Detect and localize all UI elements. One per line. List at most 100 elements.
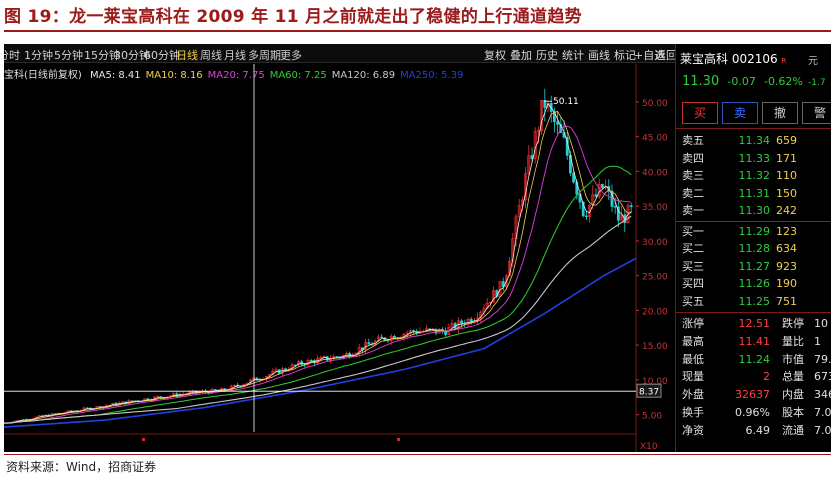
- event-marker: [397, 438, 400, 441]
- stat-label: 总量: [782, 370, 804, 384]
- stock-title: 莱宝高科 002106 R: [680, 50, 786, 67]
- bottom-divider: [4, 454, 831, 455]
- stat-row: 最高 11.41 量比 1: [676, 333, 831, 350]
- ask-row[interactable]: 卖一 11.30 242: [676, 202, 831, 219]
- stat-label: 跌停: [782, 317, 804, 330]
- ask-volume: 150: [776, 186, 797, 200]
- tab-timeframe-more[interactable]: 更多: [280, 49, 302, 62]
- alert-button[interactable]: 警: [802, 102, 831, 124]
- candle-body: [274, 369, 278, 372]
- ma-legend-ma120: MA120: 6.89: [331, 70, 396, 81]
- price-tick-label: 50.00: [642, 99, 668, 109]
- stat-value: 11.24: [738, 352, 771, 366]
- bid-row[interactable]: 买四 11.26 190: [676, 275, 831, 292]
- ma-legend-ma250: MA250: 5.39: [400, 70, 464, 81]
- candle-body: [540, 100, 544, 131]
- draw-line-button[interactable]: 画线: [588, 49, 610, 62]
- back-button[interactable]: 返回: [655, 49, 677, 62]
- ma20-line: [4, 125, 632, 424]
- bid-volume: 634: [776, 242, 797, 255]
- price-change-pct: -0.62%: [763, 75, 803, 88]
- candlestick-chart[interactable]: 50.00 45.00 40.00 35.00 30.00 25.00 20.00 15.00…: [4, 64, 675, 452]
- stat-row: 最低 11.24 市值 79.: [676, 351, 831, 368]
- ma-legend-ma5: MA5: 8.41: [90, 70, 141, 81]
- candle-body: [405, 332, 409, 335]
- mark-button[interactable]: 标记: [614, 49, 636, 62]
- add-watchlist-button[interactable]: +自选: [634, 49, 666, 62]
- price-tick-label: 5.00: [642, 412, 662, 422]
- candle-body: [594, 194, 598, 197]
- history-button[interactable]: 历史: [536, 49, 558, 62]
- stat-row: 净资 6.49 流通 7.0: [676, 422, 831, 439]
- candle-body: [613, 206, 617, 208]
- ask-price: 11.34: [738, 134, 771, 147]
- ma-legend-ma60: MA60: 7.25: [269, 70, 327, 81]
- candle-body: [309, 359, 313, 362]
- ask-label: 卖四: [682, 151, 704, 165]
- candle-body: [296, 361, 300, 366]
- candle-body: [536, 130, 540, 132]
- candle-body: [616, 206, 620, 221]
- ma120-line: [4, 215, 632, 424]
- tab-timeframe-15m[interactable]: 15分钟: [84, 49, 120, 62]
- ma10-line: [4, 111, 632, 424]
- tab-timeframe-1m[interactable]: 1分钟: [24, 49, 53, 62]
- candle-body: [300, 361, 304, 365]
- ask-label: 卖一: [682, 204, 704, 217]
- bid-volume: 123: [776, 224, 797, 238]
- ask-price: 11.32: [738, 169, 771, 182]
- ask-price: 11.30: [738, 204, 771, 217]
- ask-price: 11.33: [738, 151, 771, 165]
- tab-timeframe-30m[interactable]: 30分钟: [114, 49, 150, 62]
- ask-row[interactable]: 卖三 11.32 110: [676, 167, 831, 184]
- source-note: 资料来源：Wind，招商证券: [6, 460, 157, 474]
- tab-timeframe-monthly[interactable]: 月线: [224, 49, 246, 62]
- ask-volume: 110: [776, 169, 797, 182]
- candle-body: [380, 336, 384, 339]
- tab-timeframe-intraday[interactable]: 分时: [4, 49, 20, 62]
- side-tag: 元: [808, 56, 818, 67]
- stock-badge: R: [781, 57, 787, 65]
- bid-row[interactable]: 买二 11.28 634: [676, 240, 831, 257]
- ask-row[interactable]: 卖四 11.33 171: [676, 150, 831, 167]
- stat-value: 7.0: [814, 406, 831, 419]
- tab-timeframe-5m[interactable]: 5分钟: [54, 49, 83, 62]
- overlay-button[interactable]: 叠加: [510, 49, 532, 62]
- candle-body: [527, 155, 531, 174]
- tab-timeframe-daily[interactable]: 日线: [176, 49, 198, 62]
- event-marker: [142, 438, 145, 441]
- adjust-button[interactable]: 复权: [484, 49, 506, 62]
- tab-timeframe-60m[interactable]: 60分钟: [144, 49, 180, 62]
- stat-value: 346: [814, 388, 831, 402]
- tab-timeframe-weekly[interactable]: 周线: [200, 49, 222, 62]
- stat-label: 量比: [782, 334, 804, 348]
- side-change-pct: -1.7: [808, 78, 826, 88]
- stat-label: 换手: [682, 406, 704, 419]
- divider: [676, 220, 831, 222]
- stat-label: 涨停: [682, 317, 704, 330]
- candle-body: [572, 172, 576, 183]
- bid-row[interactable]: 买五 11.25 751: [676, 293, 831, 310]
- bid-row[interactable]: 买三 11.27 923: [676, 258, 831, 275]
- sell-button[interactable]: 卖: [722, 102, 758, 124]
- stat-label: 内盘: [782, 388, 804, 402]
- stat-value: 79.: [814, 352, 831, 366]
- bid-label: 买五: [682, 294, 704, 308]
- stock-name: 莱宝高科: [680, 52, 729, 66]
- ask-row[interactable]: 卖二 11.31 150: [676, 185, 831, 202]
- bid-price: 11.26: [738, 277, 771, 290]
- candle-body: [581, 201, 585, 217]
- candle-body: [517, 205, 521, 218]
- ask-volume: 171: [776, 151, 797, 165]
- cancel-order-button[interactable]: 撤: [762, 102, 798, 124]
- candle-body: [130, 400, 134, 402]
- tab-timeframe-multi[interactable]: 多周期: [248, 49, 281, 62]
- ask-row[interactable]: 卖五 11.34 659: [676, 132, 831, 149]
- bid-row[interactable]: 买一 11.29 123: [676, 223, 831, 240]
- statistics-button[interactable]: 统计: [562, 49, 584, 62]
- divider: [676, 312, 831, 313]
- buy-button[interactable]: 买: [682, 102, 718, 124]
- candle-body: [482, 308, 486, 313]
- candle-body: [600, 184, 604, 189]
- bid-price: 11.25: [738, 294, 771, 308]
